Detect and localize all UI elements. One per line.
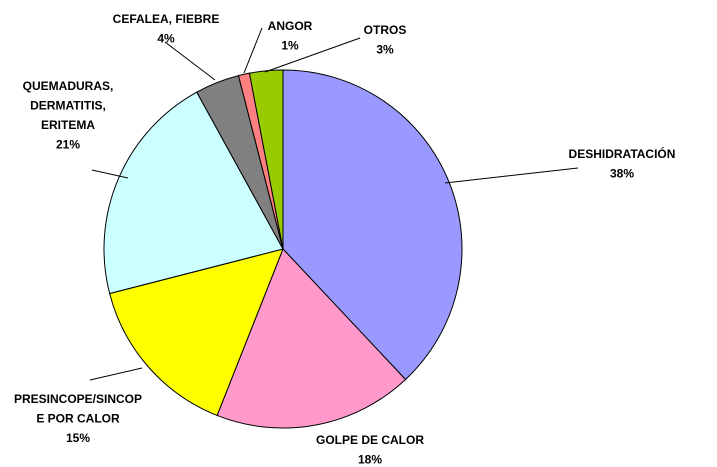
category-label: GOLPE DE CALOR [316,433,424,447]
value-label: 21% [56,138,80,152]
value-label: 3% [376,43,394,57]
slice-label: ANGOR 1% [268,19,313,53]
value-label: 38% [610,167,634,181]
value-label: 1% [281,39,299,53]
pie-slice [282,69,463,381]
leader-line [243,27,263,74]
category-label: DESHIDRATACIÓN [569,146,676,161]
value-label: 18% [358,453,382,467]
slice-label: PRESINCOPE/SINCOP E POR CALOR 15% [14,392,142,445]
slice-label: CEFALEA, FIEBRE 4% [113,12,220,46]
leader-line [264,37,361,73]
pie-slice [216,248,407,429]
pie-slice [248,69,284,250]
pie-slice [109,248,284,417]
slice-label: GOLPE DE CALOR 18% [316,433,424,467]
value-label: 4% [157,32,175,46]
category-label: CEFALEA, FIEBRE [113,12,220,26]
category-label: QUEMADURAS, DERMATITIS, ERITEMA [23,79,114,132]
category-label: OTROS [364,23,407,37]
value-label: 15% [66,431,90,445]
slice-label: QUEMADURAS, DERMATITIS, ERITEMA 21% [23,79,114,152]
leader-line [91,169,129,179]
category-label: PRESINCOPE/SINCOP E POR CALOR [14,392,142,426]
leader-line [89,367,143,381]
pie-slice [103,91,284,295]
leader-line [164,41,216,81]
category-label: ANGOR [268,19,313,33]
leader-line [444,167,579,184]
slice-label: DESHIDRATACIÓN 38% [569,146,676,181]
slice-label: OTROS 3% [364,23,407,57]
